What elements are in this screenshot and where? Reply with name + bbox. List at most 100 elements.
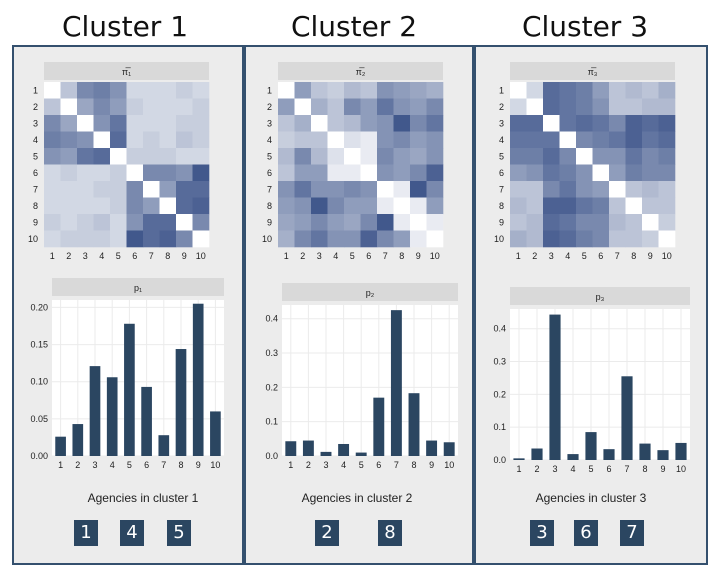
heatmap-cell	[327, 181, 345, 198]
heatmap-cell	[377, 164, 394, 182]
heatmap-cell	[410, 115, 427, 132]
bar-strip	[282, 283, 458, 301]
x-tick-label: 10	[210, 460, 220, 470]
heatmap-cell	[192, 148, 210, 165]
bar	[302, 440, 314, 456]
x-tick-label: 9	[196, 460, 201, 470]
heatmap-cell	[77, 148, 94, 165]
heatmap-cell	[393, 181, 411, 198]
cluster-1-member-badge: 1	[74, 520, 98, 546]
heatmap-cell	[559, 197, 577, 215]
heatmap-cell	[625, 164, 643, 182]
heatmap-cell	[192, 115, 210, 132]
heatmap-col-label: 10	[196, 251, 206, 261]
heatmap-row-label: 10	[494, 234, 504, 244]
heatmap-cell	[159, 115, 177, 132]
heatmap-row-label: 4	[33, 135, 38, 145]
heatmap-cell	[143, 197, 160, 215]
heatmap-cell	[576, 230, 593, 248]
heatmap-cell	[559, 164, 577, 182]
x-tick-label: 10	[676, 464, 686, 474]
heatmap-cell	[377, 181, 394, 198]
heatmap-cell	[93, 82, 111, 99]
heatmap-cell	[410, 230, 427, 248]
y-tick-label: 0.4	[493, 324, 506, 334]
heatmap-cell	[159, 148, 177, 165]
cluster-2-member-badge: 2	[315, 520, 339, 546]
heatmap-row-label: 9	[33, 217, 38, 227]
heatmap-row-label: 3	[267, 118, 272, 128]
x-tick-label: 5	[588, 464, 593, 474]
heatmap-cell	[110, 115, 127, 132]
cluster-1-title: Cluster 1	[61, 10, 189, 43]
heatmap-cell	[510, 98, 527, 116]
y-tick-label: 0.4	[265, 314, 278, 324]
x-tick-label: 6	[376, 460, 381, 470]
heatmap-cell	[192, 131, 210, 149]
x-tick-label: 2	[534, 464, 539, 474]
heatmap-cell	[278, 98, 295, 116]
heatmap-cell	[327, 197, 345, 215]
heatmap-cell	[526, 214, 544, 231]
heatmap-cell	[60, 181, 78, 198]
heatmap-cell	[60, 148, 78, 165]
cluster-3-member-badge: 6	[574, 520, 598, 546]
heatmap-cell	[543, 115, 560, 132]
heatmap-cell	[576, 214, 593, 231]
heatmap-row-label: 6	[499, 168, 504, 178]
heatmap-cell	[176, 181, 193, 198]
heatmap-cell	[143, 98, 160, 116]
bar	[603, 449, 615, 460]
x-tick-label: 3	[323, 460, 328, 470]
heatmap-cell	[44, 164, 61, 182]
heatmap-cell	[625, 230, 643, 248]
heatmap-cell	[344, 230, 361, 248]
heatmap-col-label: 2	[532, 251, 537, 261]
heatmap-cell	[625, 98, 643, 116]
heatmap-cell	[543, 98, 560, 116]
cluster-3-heatmap: π̅₃ 1 1 2 2 3 3 4 4 5 5 6 6 7 7 8 8 9 9 10 10	[494, 62, 676, 261]
heatmap-cell	[410, 164, 427, 182]
heatmap-cell	[278, 148, 295, 165]
heatmap-cell	[278, 181, 295, 198]
heatmap-cell	[110, 230, 127, 248]
heatmap-col-label: 1	[516, 251, 521, 261]
heatmap-col-label: 1	[50, 251, 55, 261]
x-tick-label: 1	[288, 460, 293, 470]
bar	[210, 411, 221, 456]
heatmap-cell	[311, 148, 328, 165]
heatmap-cell	[642, 164, 659, 182]
heatmap-cell	[60, 131, 78, 149]
heatmap-cell	[426, 230, 444, 248]
heatmap-col-label: 7	[383, 251, 388, 261]
heatmap-cell	[592, 148, 610, 165]
heatmap-cell	[592, 115, 610, 132]
heatmap-cell	[294, 230, 312, 248]
heatmap-cell	[426, 197, 444, 215]
heatmap-cell	[576, 197, 593, 215]
heatmap-cell	[77, 115, 94, 132]
heatmap-cell	[410, 197, 427, 215]
heatmap-cell	[327, 131, 345, 149]
heatmap-cell	[642, 214, 659, 231]
heatmap-cell	[510, 82, 527, 99]
heatmap-cell	[526, 230, 544, 248]
heatmap-cell	[393, 230, 411, 248]
heatmap-row-label: 8	[267, 201, 272, 211]
heatmap-cell	[110, 98, 127, 116]
bar	[89, 366, 101, 456]
heatmap-cell	[510, 115, 527, 132]
heatmap-cell	[93, 131, 111, 149]
heatmap-cell	[44, 230, 61, 248]
heatmap-cell	[360, 131, 378, 149]
heatmap-cell	[360, 98, 378, 116]
heatmap-cell	[393, 148, 411, 165]
heatmap-cell	[77, 98, 94, 116]
heatmap-row-label: 10	[28, 234, 38, 244]
heatmap-cell	[410, 148, 427, 165]
heatmap-cell	[360, 181, 378, 198]
heatmap-row-label: 5	[499, 151, 504, 161]
heatmap-row-label: 9	[267, 217, 272, 227]
heatmap-cell	[658, 82, 676, 99]
heatmap-cell	[126, 82, 144, 99]
